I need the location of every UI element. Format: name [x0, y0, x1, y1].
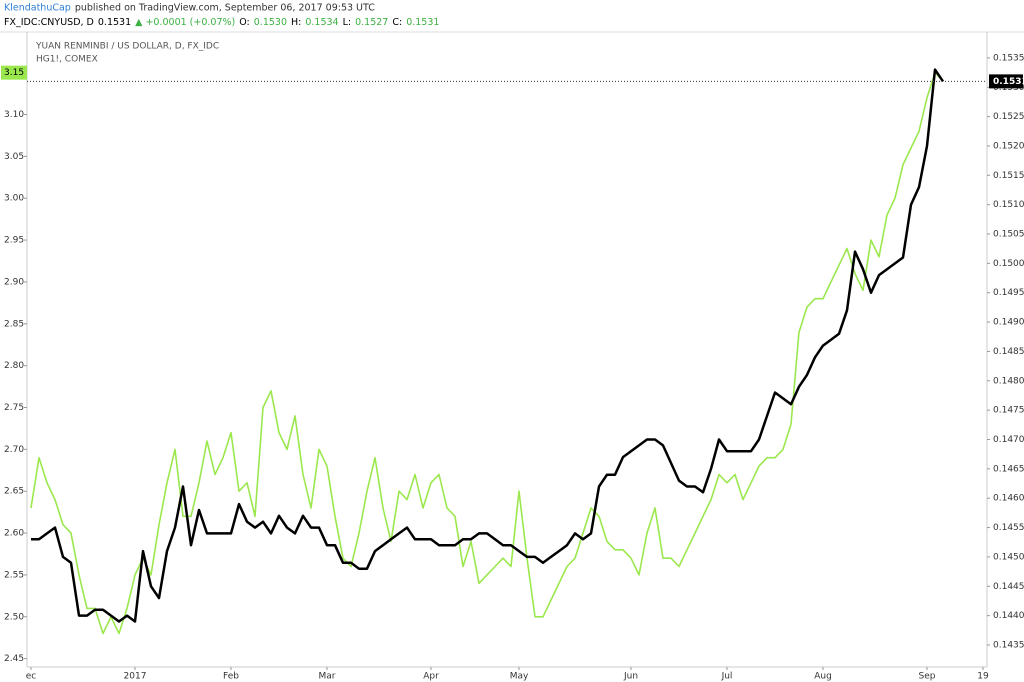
y-tick-label: 2.90	[4, 277, 24, 287]
y2-tick-label: 0.1435	[993, 640, 1024, 650]
y-tick-label: 3.00	[4, 194, 24, 204]
x-tick-label: Apr	[423, 672, 439, 682]
y-tick-label: 2.45	[4, 654, 24, 664]
y-tick-label: 2.70	[4, 445, 24, 455]
x-tick-label: ec	[26, 672, 37, 682]
quote-part: 0.1527	[355, 17, 388, 28]
y2-tick-label: 0.1505	[993, 230, 1024, 240]
legend-label: YUAN RENMINBI / US DOLLAR, D, FX_IDC	[35, 42, 219, 52]
quote-part: 0.1534	[305, 17, 338, 28]
y2-tick-label: 0.1525	[993, 112, 1024, 122]
legend-label: HG1!, COMEX	[36, 55, 98, 65]
series-line	[30, 71, 944, 635]
x-tick-label: Feb	[223, 672, 239, 682]
y-tick-label: 2.60	[4, 529, 24, 539]
author[interactable]: KlendathuCap	[4, 3, 71, 14]
y2-tick-label: 0.1535	[993, 53, 1024, 63]
quote-part: ▲ +0.0001 (+0.07%)	[135, 17, 235, 28]
y2-tick-label: 0.1520	[993, 141, 1024, 151]
x-tick-label: 2017	[124, 672, 147, 682]
x-tick-label: 19	[977, 672, 989, 682]
y2-tick-label: 0.1485	[993, 347, 1024, 357]
y2-tick-label: 0.1475	[993, 406, 1024, 416]
quote-part: 0.1531	[98, 17, 131, 28]
y2-tick-label: 0.1515	[993, 171, 1024, 181]
x-tick-label: Aug	[814, 672, 832, 682]
quote-part: H:	[291, 17, 301, 28]
x-tick-label: May	[510, 672, 529, 682]
y2-tick-label: 0.1450	[993, 552, 1024, 562]
x-tick-label: Mar	[319, 672, 336, 682]
quote-part: L:	[343, 17, 352, 28]
y2-tick-label: 0.1440	[993, 611, 1024, 621]
last-price-box	[989, 74, 1023, 89]
x-tick-label: Sep	[919, 672, 936, 682]
y-tick-label: 2.85	[4, 319, 24, 329]
y-tick-label: 2.80	[4, 361, 24, 371]
x-tick-label: Jun	[623, 672, 638, 682]
y2-tick-label: 0.1500	[993, 259, 1024, 269]
quote-part: FX_IDC:CNYUSD, D	[4, 17, 94, 28]
quote-part: 0.1530	[254, 17, 287, 28]
y-tick-label: 2.55	[4, 570, 24, 580]
y2-tick-label: 0.1445	[993, 582, 1024, 592]
y2-tick-label: 0.1490	[993, 318, 1024, 328]
quote-part: O:	[239, 17, 250, 28]
y2-tick-label: 0.1495	[993, 288, 1024, 298]
y-tick-label: 2.75	[4, 403, 24, 413]
y2-tick-label: 0.1470	[993, 435, 1024, 445]
last-price-label: 3.15	[4, 68, 24, 78]
y2-tick-label: 0.1460	[993, 494, 1024, 504]
last-price-label: 0.1531	[993, 77, 1024, 87]
y-tick-label: 2.95	[4, 236, 24, 246]
last-price-box	[1, 65, 27, 80]
y2-tick-label: 0.1455	[993, 523, 1024, 533]
y-tick-label: 2.65	[4, 487, 24, 497]
y-tick-label: 2.50	[4, 612, 24, 622]
series-line	[31, 68, 945, 623]
y-tick-label: 3.05	[4, 152, 24, 162]
quote-part: C:	[392, 17, 402, 28]
y-tick-label: 3.10	[4, 110, 24, 120]
y2-tick-label: 0.1465	[993, 464, 1024, 474]
y2-tick-label: 0.1510	[993, 200, 1024, 210]
quote-part: 0.1531	[406, 17, 439, 28]
y2-tick-label: 0.1480	[993, 376, 1024, 386]
quote-line: FX_IDC:CNYUSD, D 0.1531 ▲ +0.0001 (+0.07%)…	[4, 17, 439, 28]
published-note: published on TradingView.com, September …	[75, 3, 375, 14]
x-tick-label: Jul	[721, 672, 733, 682]
